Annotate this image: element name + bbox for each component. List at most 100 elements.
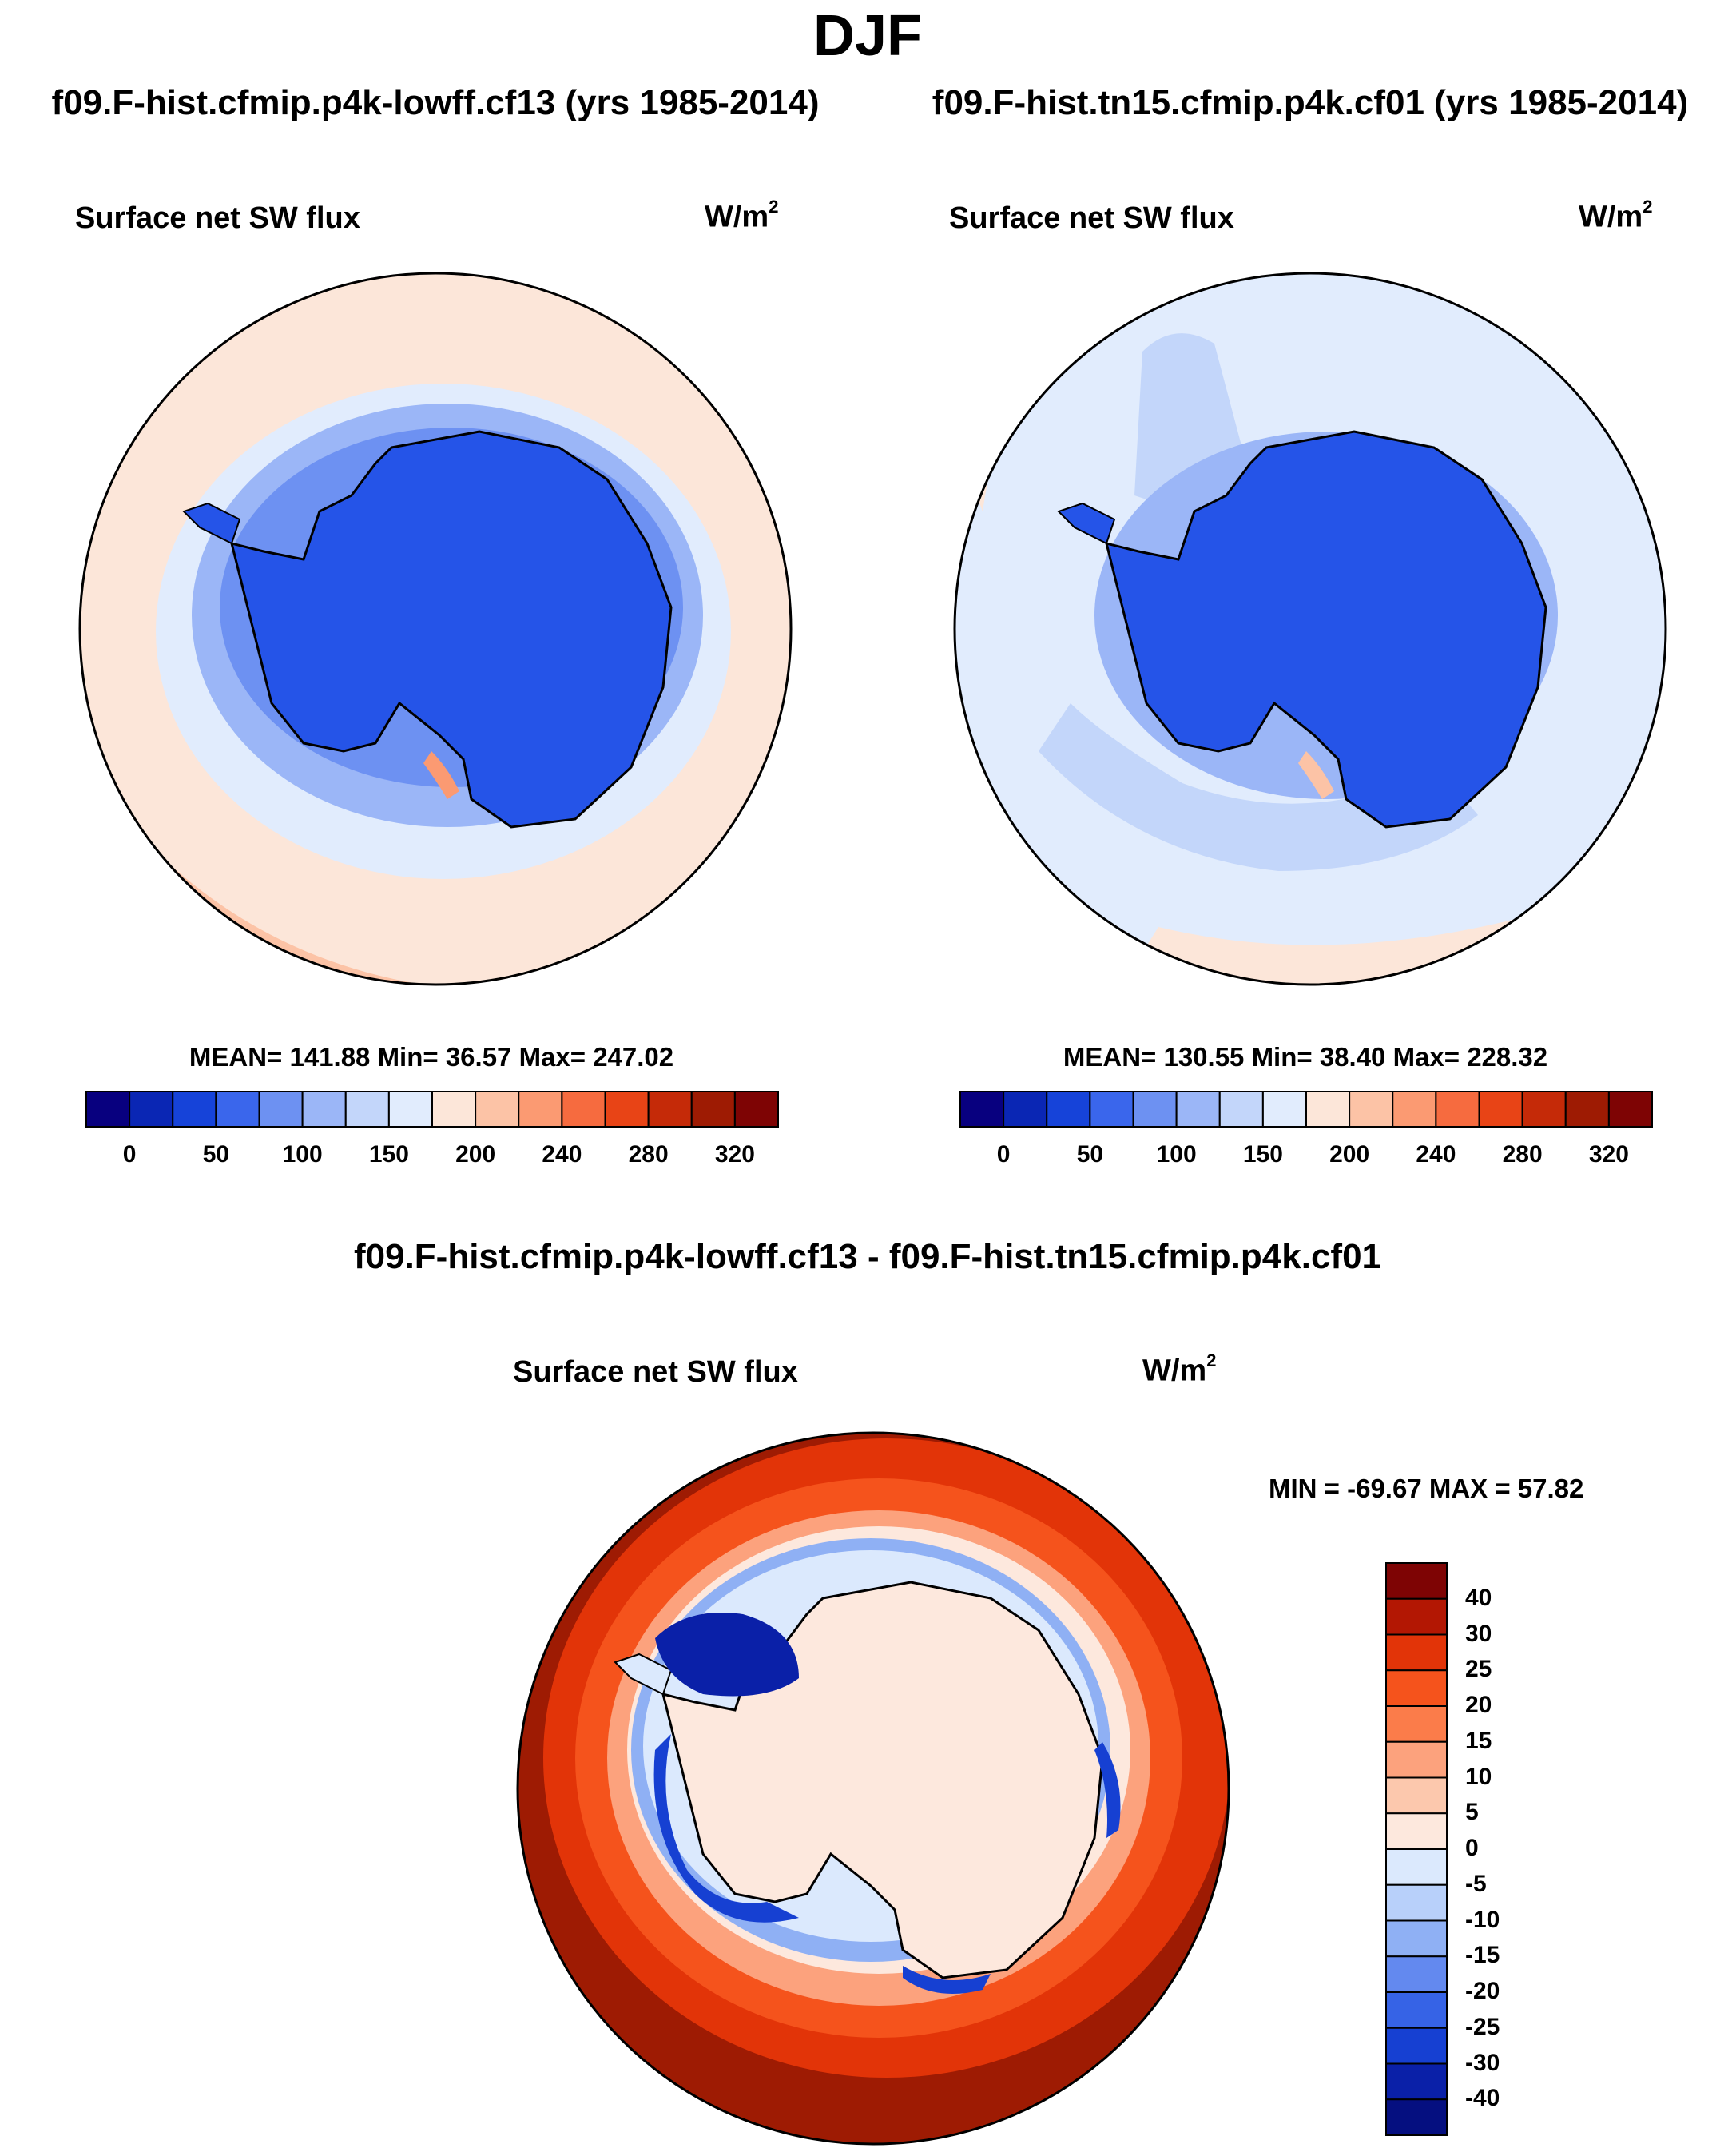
cb-left-box-0 — [85, 1091, 131, 1128]
cb-diff-box-6 — [1385, 1776, 1448, 1815]
cb-right-box-1 — [1003, 1091, 1048, 1128]
cb-right-box-7 — [1261, 1091, 1307, 1128]
cb-diff-labels-tick-8: -5 — [1465, 1870, 1487, 1897]
cb-diff-box-9 — [1385, 1883, 1448, 1922]
map-diff-peninsula — [614, 1653, 673, 1696]
cb-diff-box-2 — [1385, 1633, 1448, 1672]
cb-right-box-4 — [1132, 1091, 1178, 1128]
season-title: DJF — [812, 4, 923, 68]
cb-diff-labels-tick-10: -15 — [1465, 1942, 1500, 1969]
map-right-antarctica — [1104, 430, 1547, 829]
cb-right-box-12 — [1478, 1091, 1523, 1128]
cb-diff-box-8 — [1385, 1848, 1448, 1886]
panel-title-diff: Surface net SW flux — [513, 1355, 798, 1389]
cb-diff-labels-tick-6: 5 — [1465, 1799, 1479, 1826]
cb-diff-labels-tick-2: 25 — [1465, 1656, 1492, 1683]
cb-left-labels-tick-6: 280 — [628, 1141, 669, 1167]
units-exp-diff: 2 — [1206, 1350, 1217, 1370]
units-base-diff: W/m — [1142, 1354, 1207, 1388]
units-exp-left: 2 — [769, 197, 779, 217]
cb-right-box-5 — [1175, 1091, 1221, 1128]
cb-left-box-11 — [561, 1091, 606, 1128]
cb-right-box-2 — [1046, 1091, 1091, 1128]
map-diff-neg-band-w — [653, 1734, 799, 1923]
cb-diff-labels-tick-12: -25 — [1465, 2013, 1500, 2040]
units-left: W/m2 — [705, 197, 779, 235]
cb-right-box-14 — [1564, 1091, 1610, 1128]
units-base-right: W/m — [1579, 200, 1643, 234]
map-left-border — [78, 272, 793, 986]
units-exp-right: 2 — [1643, 197, 1653, 217]
cb-left-labels-tick-3: 150 — [368, 1141, 409, 1167]
cb-left-labels-tick-4: 200 — [455, 1141, 496, 1167]
cb-diff-labels-tick-13: -30 — [1465, 2049, 1500, 2076]
cb-diff-box-1 — [1385, 1597, 1448, 1636]
map-diff-border — [516, 1431, 1230, 2146]
diff-title: f09.F-hist.cfmip.p4k-lowff.cf13 - f09.F-… — [353, 1237, 1382, 1276]
cb-right-box-0 — [959, 1091, 1005, 1128]
cb-diff-box-13 — [1385, 2027, 1448, 2065]
cb-left-box-15 — [733, 1091, 779, 1128]
cb-left-box-12 — [604, 1091, 650, 1128]
cb-diff-labels-tick-5: 10 — [1465, 1763, 1492, 1790]
cb-left-box-2 — [172, 1091, 217, 1128]
map-diff-neg-band-s — [903, 1966, 991, 1994]
map-left-antarctica — [229, 430, 673, 829]
cb-left-box-9 — [475, 1091, 520, 1128]
cb-right-labels-tick-3: 150 — [1242, 1141, 1283, 1167]
case-title-left: f09.F-hist.cfmip.p4k-lowff.cf13 (yrs 198… — [51, 83, 820, 122]
cb-diff-labels-tick-1: 30 — [1465, 1620, 1492, 1647]
map-left — [80, 273, 791, 985]
cb-left-box-8 — [431, 1091, 477, 1128]
stats-diff: MIN = -69.67 MAX = 57.82 — [1269, 1474, 1584, 1503]
panel-title-left: Surface net SW flux — [75, 201, 360, 235]
case-title-right: f09.F-hist.tn15.cfmip.p4k.cf01 (yrs 1985… — [932, 83, 1689, 122]
cb-diff-labels-tick-11: -20 — [1465, 1978, 1500, 2004]
cb-left-labels-tick-2: 100 — [282, 1141, 323, 1167]
cb-diff-labels-tick-9: -10 — [1465, 1906, 1500, 1933]
cb-diff-box-10 — [1385, 1919, 1448, 1958]
cb-right-box-6 — [1218, 1091, 1264, 1128]
stats-right: MEAN= 130.55 Min= 38.40 Max= 228.32 — [1063, 1042, 1548, 1072]
stats-left: MEAN= 141.88 Min= 36.57 Max= 247.02 — [189, 1042, 674, 1072]
cb-diff-box-4 — [1385, 1705, 1448, 1743]
cb-right-box-11 — [1435, 1091, 1480, 1128]
cb-right-box-15 — [1607, 1091, 1653, 1128]
map-right-warm-spot — [1298, 751, 1334, 799]
cb-left-labels-tick-7: 320 — [714, 1141, 755, 1167]
cb-diff-box-15 — [1385, 2098, 1448, 2136]
cb-left-box-6 — [344, 1091, 390, 1128]
cb-right-box-10 — [1392, 1091, 1437, 1128]
cb-right-box-8 — [1305, 1091, 1351, 1128]
cb-left-box-5 — [301, 1091, 347, 1128]
map-right-border — [953, 272, 1667, 986]
cb-right-box-3 — [1089, 1091, 1134, 1128]
cb-left-box-10 — [518, 1091, 563, 1128]
map-left-warm-spot — [423, 751, 459, 799]
units-right: W/m2 — [1579, 197, 1653, 235]
cb-diff-box-14 — [1385, 2062, 1448, 2101]
cb-right-labels-tick-7: 320 — [1588, 1141, 1629, 1167]
panel-title-right: Surface net SW flux — [949, 201, 1234, 235]
map-diff-neg-band-e — [1094, 1742, 1121, 1838]
cb-right-box-9 — [1349, 1091, 1394, 1128]
cb-left-box-3 — [215, 1091, 260, 1128]
cb-diff-box-5 — [1385, 1740, 1448, 1779]
cb-right-labels-tick-0: 0 — [996, 1141, 1011, 1167]
cb-diff-labels-tick-3: 20 — [1465, 1692, 1492, 1718]
cb-diff-box-3 — [1385, 1669, 1448, 1707]
map-diff — [518, 1433, 1229, 2144]
cb-right-labels-tick-6: 280 — [1502, 1141, 1543, 1167]
cb-right-labels-tick-2: 100 — [1156, 1141, 1197, 1167]
map-diff-neg-blob-nw — [655, 1613, 799, 1697]
cb-left-labels-tick-1: 50 — [202, 1141, 230, 1167]
cb-left-box-1 — [129, 1091, 174, 1128]
map-right-ring-s — [1039, 703, 1478, 871]
map-left-peninsula — [182, 502, 241, 545]
cb-left-box-7 — [387, 1091, 433, 1128]
cb-diff-box-7 — [1385, 1812, 1448, 1850]
cb-right-labels-tick-4: 200 — [1329, 1141, 1370, 1167]
cb-diff-box-12 — [1385, 1991, 1448, 2029]
cb-diff-box-11 — [1385, 1955, 1448, 1993]
